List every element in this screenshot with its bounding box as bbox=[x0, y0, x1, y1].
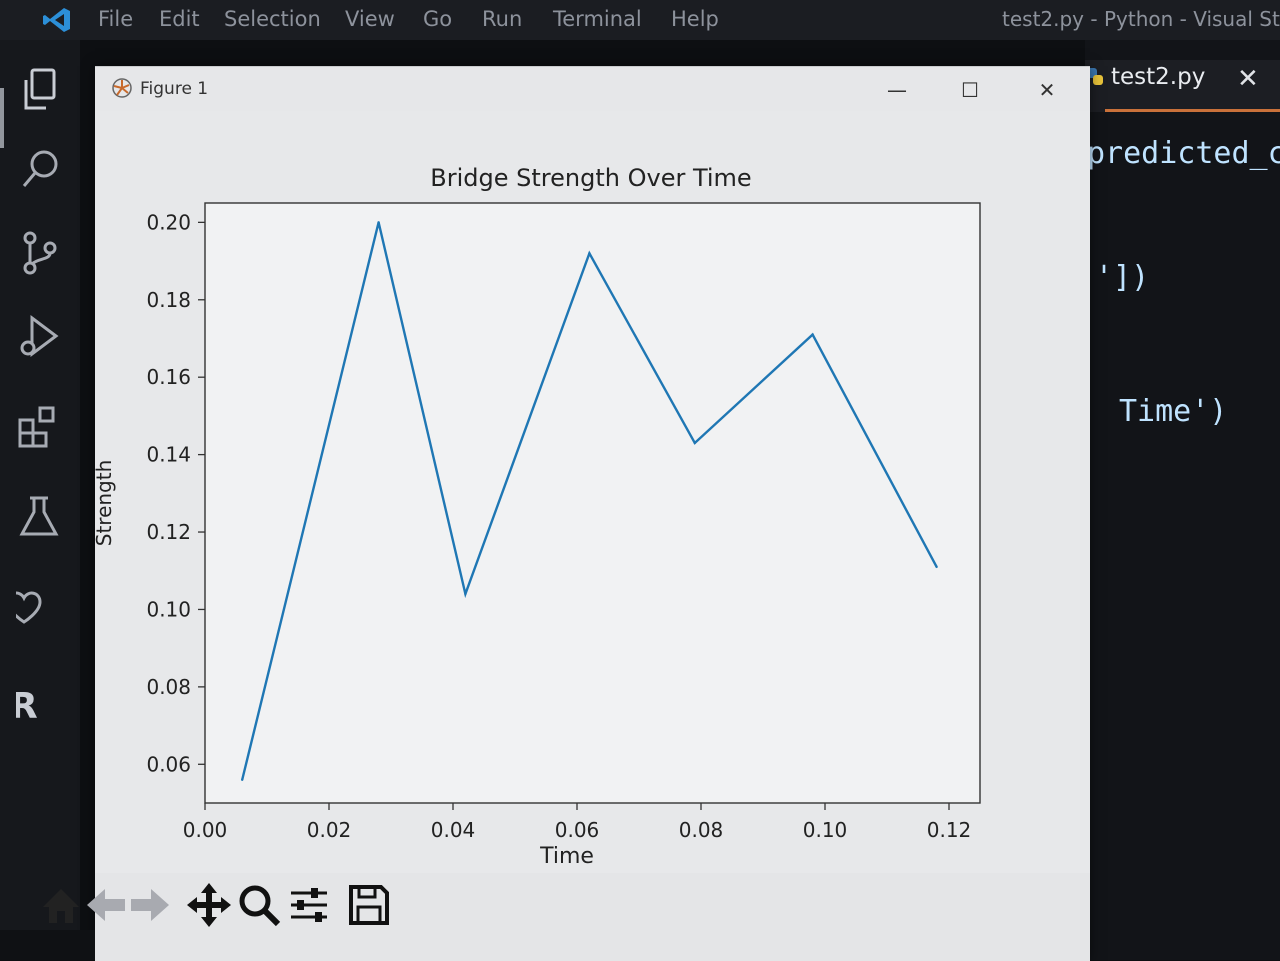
figure-window: Figure 1 — ☐ ✕ Bridge Strength Over Time… bbox=[43, 66, 1090, 961]
y-tick-label: 0.18 bbox=[146, 288, 191, 312]
x-tick-label: 0.06 bbox=[555, 818, 600, 842]
tab-underline bbox=[1105, 109, 1280, 112]
heart-icon[interactable] bbox=[16, 584, 64, 632]
configure-icon[interactable] bbox=[285, 881, 333, 929]
menu-edit[interactable]: Edit bbox=[159, 7, 200, 31]
figure-toolbar bbox=[43, 873, 1090, 961]
pan-icon[interactable] bbox=[185, 881, 233, 929]
source-control-icon[interactable] bbox=[16, 228, 64, 276]
x-tick-label: 0.08 bbox=[679, 818, 724, 842]
save-icon[interactable] bbox=[345, 881, 393, 929]
menu-selection[interactable]: Selection bbox=[224, 7, 321, 31]
search-icon[interactable] bbox=[16, 146, 64, 194]
zoom-icon[interactable] bbox=[235, 881, 283, 929]
data-point bbox=[935, 565, 938, 569]
figure-title: Figure 1 bbox=[140, 79, 209, 99]
y-tick-label: 0.16 bbox=[146, 365, 191, 389]
testing-icon[interactable] bbox=[16, 492, 64, 540]
minimize-button[interactable]: — bbox=[887, 78, 907, 102]
chart-title: Bridge Strength Over Time bbox=[430, 164, 751, 192]
vscode-menubar: File Edit Selection View Go Run Terminal… bbox=[0, 0, 1280, 40]
menu-file[interactable]: File bbox=[98, 7, 134, 31]
axes-frame bbox=[204, 202, 981, 804]
menu-help[interactable]: Help bbox=[671, 7, 719, 31]
extensions-icon[interactable] bbox=[16, 402, 64, 450]
x-axis-label: Time bbox=[539, 844, 594, 869]
vscode-logo-icon bbox=[43, 8, 70, 32]
data-point bbox=[241, 778, 244, 781]
x-tick-label: 0.12 bbox=[927, 818, 972, 842]
activity-bar: R bbox=[0, 40, 80, 960]
code-line: predicted_co bbox=[1087, 136, 1280, 171]
y-tick-label: 0.20 bbox=[146, 210, 191, 234]
data-point bbox=[588, 252, 591, 255]
y-tick-label: 0.10 bbox=[146, 597, 191, 621]
y-tick-label: 0.06 bbox=[146, 752, 191, 776]
menu-go[interactable]: Go bbox=[423, 7, 453, 31]
x-tick-label: 0.04 bbox=[431, 818, 476, 842]
close-button[interactable]: ✕ bbox=[1038, 78, 1056, 102]
close-icon[interactable]: ✕ bbox=[1237, 64, 1259, 94]
active-indicator bbox=[0, 88, 4, 148]
matplotlib-icon bbox=[112, 78, 132, 98]
home-icon[interactable] bbox=[37, 881, 85, 929]
figure-titlebar: Figure 1 — ☐ ✕ bbox=[95, 67, 1090, 111]
svg-text:R: R bbox=[16, 686, 38, 727]
code-line: Time') bbox=[1119, 394, 1228, 429]
screen-edge bbox=[0, 930, 95, 960]
line-chart[interactable]: Bridge Strength Over Time 0.06 0.08 0.10 0.… bbox=[95, 111, 1090, 871]
y-tick-label: 0.14 bbox=[146, 443, 191, 467]
maximize-button[interactable]: ☐ bbox=[961, 78, 979, 102]
x-tick-label: 0.02 bbox=[307, 818, 352, 842]
menu-run[interactable]: Run bbox=[482, 7, 523, 31]
y-tick-label: 0.08 bbox=[146, 675, 191, 699]
y-axis-label: Strength bbox=[95, 460, 116, 547]
data-point bbox=[811, 333, 814, 336]
data-point bbox=[693, 441, 696, 445]
tab-label: test2.py bbox=[1111, 64, 1206, 90]
data-point bbox=[464, 592, 467, 596]
x-tick-label: 0.10 bbox=[803, 818, 848, 842]
x-tick-label: 0.00 bbox=[183, 818, 228, 842]
window-title: test2.py - Python - Visual St bbox=[1002, 7, 1280, 31]
code-editor[interactable]: test2.py ✕ predicted_co ']) Time') bbox=[1085, 40, 1280, 960]
y-tick-label: 0.12 bbox=[146, 520, 191, 544]
forward-icon[interactable] bbox=[125, 881, 173, 929]
r-icon[interactable]: R bbox=[16, 680, 64, 728]
back-icon[interactable] bbox=[83, 881, 131, 929]
menu-view[interactable]: View bbox=[345, 7, 395, 31]
explorer-icon[interactable] bbox=[16, 66, 64, 114]
run-debug-icon[interactable] bbox=[16, 312, 64, 360]
menu-terminal[interactable]: Terminal bbox=[553, 7, 642, 31]
code-line: ']) bbox=[1095, 260, 1150, 295]
data-point bbox=[377, 221, 380, 224]
tab-test2-py[interactable]: test2.py ✕ bbox=[1085, 60, 1280, 112]
plot-canvas[interactable]: Bridge Strength Over Time 0.06 0.08 0.10 0.… bbox=[95, 111, 1090, 871]
